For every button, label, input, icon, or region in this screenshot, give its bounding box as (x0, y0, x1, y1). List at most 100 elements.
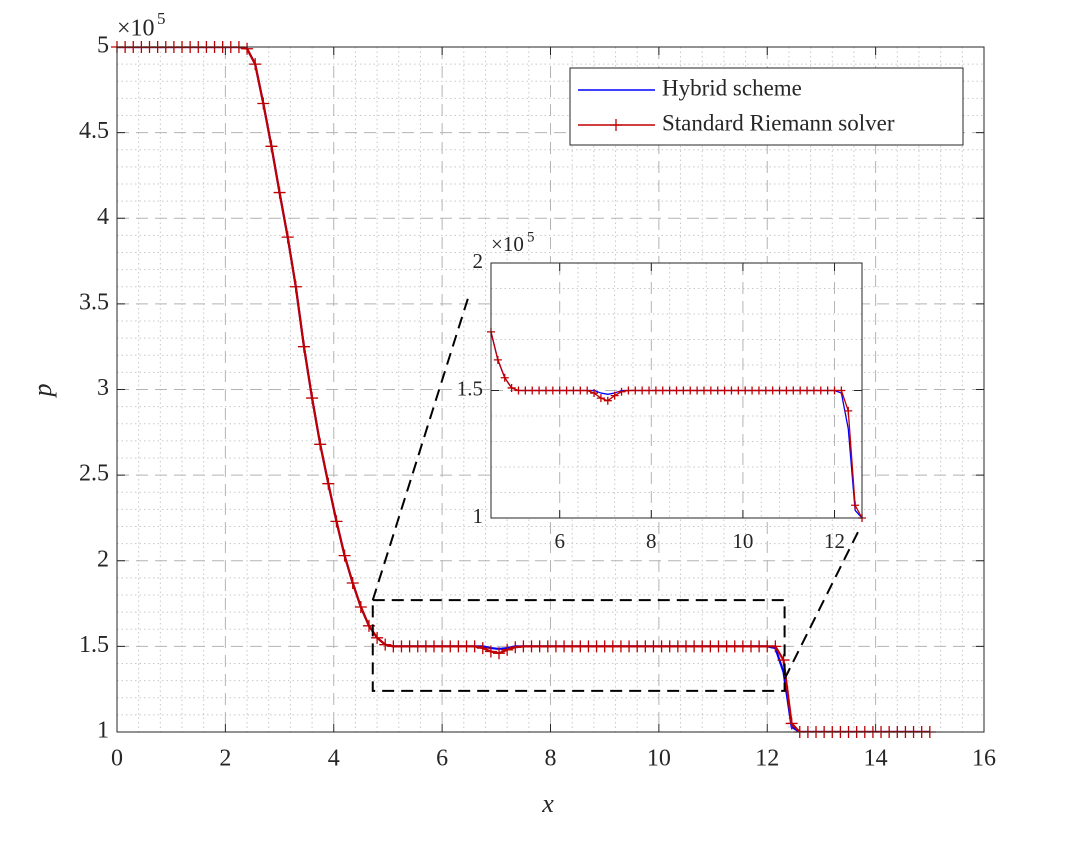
marker (265, 140, 278, 153)
inset-marker (830, 386, 839, 395)
marker (484, 645, 497, 658)
inset-marker (576, 386, 585, 395)
x-tick-label: 12 (755, 746, 779, 772)
x-tick-label: 14 (864, 746, 888, 772)
inset-y-multiplier-exponent: 5 (527, 229, 535, 245)
inset-x-tick-label: 8 (646, 529, 657, 553)
inset-marker (590, 389, 599, 398)
marker (257, 97, 270, 110)
zoom-connector (371, 294, 470, 601)
x-tick-label: 2 (219, 746, 231, 772)
marker (306, 392, 319, 405)
inset-marker (761, 386, 770, 395)
inset-y-multiplier: ×10 (491, 232, 524, 256)
marker (289, 280, 302, 293)
inset-marker (658, 386, 667, 395)
inset-marker (706, 386, 715, 395)
inset-marker (672, 386, 681, 395)
inset-marker (651, 386, 660, 395)
inset-marker (569, 386, 578, 395)
y-tick-label: 2.5 (79, 461, 109, 487)
marker (785, 717, 798, 730)
y-multiplier: ×10 (117, 16, 155, 42)
x-tick-label: 10 (647, 746, 671, 772)
inset-marker (521, 386, 530, 395)
marker (314, 438, 327, 451)
marker (249, 58, 262, 71)
axes-box (116, 46, 985, 733)
x-tick-label: 4 (328, 746, 340, 772)
zoom-connector (783, 527, 861, 680)
inset-marker (686, 386, 695, 395)
inset-marker (768, 386, 777, 395)
y-tick-label: 4.5 (79, 118, 109, 144)
legend-box (569, 67, 964, 146)
inset-marker (500, 373, 509, 382)
x-tick-label: 16 (972, 746, 996, 772)
inset-marker (665, 386, 674, 395)
inset-marker (562, 386, 571, 395)
inset-axes-box (490, 262, 863, 519)
marker (501, 643, 514, 656)
marker (346, 577, 359, 590)
inset-marker (727, 386, 736, 395)
y-tick-label: 5 (97, 33, 109, 59)
x-tick-label: 6 (436, 746, 448, 772)
marker (281, 231, 294, 244)
zoom-box (371, 599, 786, 692)
inset-marker (699, 386, 708, 395)
inset-marker (514, 386, 523, 395)
inset-marker (823, 386, 832, 395)
inset-marker (603, 396, 612, 405)
inset-marker (638, 386, 647, 395)
x-tick-label: 0 (111, 746, 123, 772)
legend-label: Hybrid scheme (662, 75, 802, 100)
inset-marker (803, 386, 812, 395)
x-axis-label: x (541, 789, 554, 818)
inset-marker (741, 386, 750, 395)
inset-marker (679, 386, 688, 395)
legend: Hybrid scheme Standard Riemann solver (569, 67, 964, 146)
inset-x-tick-label: 6 (554, 529, 565, 553)
inset-marker (645, 386, 654, 395)
inset-y-tick-label: 1.5 (457, 376, 483, 400)
marker (777, 654, 790, 667)
marker (769, 640, 782, 653)
marker (322, 477, 335, 490)
marker (338, 549, 351, 562)
marker (371, 631, 384, 644)
inset-marker (844, 406, 853, 415)
y-tick-label: 3 (97, 375, 109, 401)
inset-marker (507, 383, 516, 392)
inset-marker (796, 386, 805, 395)
marker (273, 186, 286, 199)
inset-marker (693, 386, 702, 395)
y-axis-label: p (28, 384, 57, 399)
inset-x-tick-label: 10 (732, 529, 753, 553)
y-tick-label: 1 (97, 718, 109, 744)
inset-marker (631, 386, 640, 395)
inset-marker (624, 386, 633, 395)
x-tick-label: 8 (545, 746, 557, 772)
inset-marker (617, 387, 626, 396)
inset-marker (809, 386, 818, 395)
inset-marker (851, 501, 860, 510)
marker (241, 42, 254, 55)
inset-marker (748, 386, 757, 395)
inset-y-tick-label: 1 (473, 504, 484, 528)
marker (330, 515, 343, 528)
y-tick-label: 1.5 (79, 632, 109, 658)
inset-marker (754, 386, 763, 395)
marker (493, 647, 506, 660)
legend-label: Standard Riemann solver (662, 110, 895, 135)
marker (509, 641, 522, 654)
legend-marker (610, 119, 622, 131)
inset-marker (541, 386, 550, 395)
inset-marker (535, 386, 544, 395)
inset-marker (555, 386, 564, 395)
inset-marker (720, 386, 729, 395)
y-tick-label: 3.5 (79, 289, 109, 315)
y-tick-label: 2 (97, 546, 109, 572)
marker (476, 642, 489, 655)
